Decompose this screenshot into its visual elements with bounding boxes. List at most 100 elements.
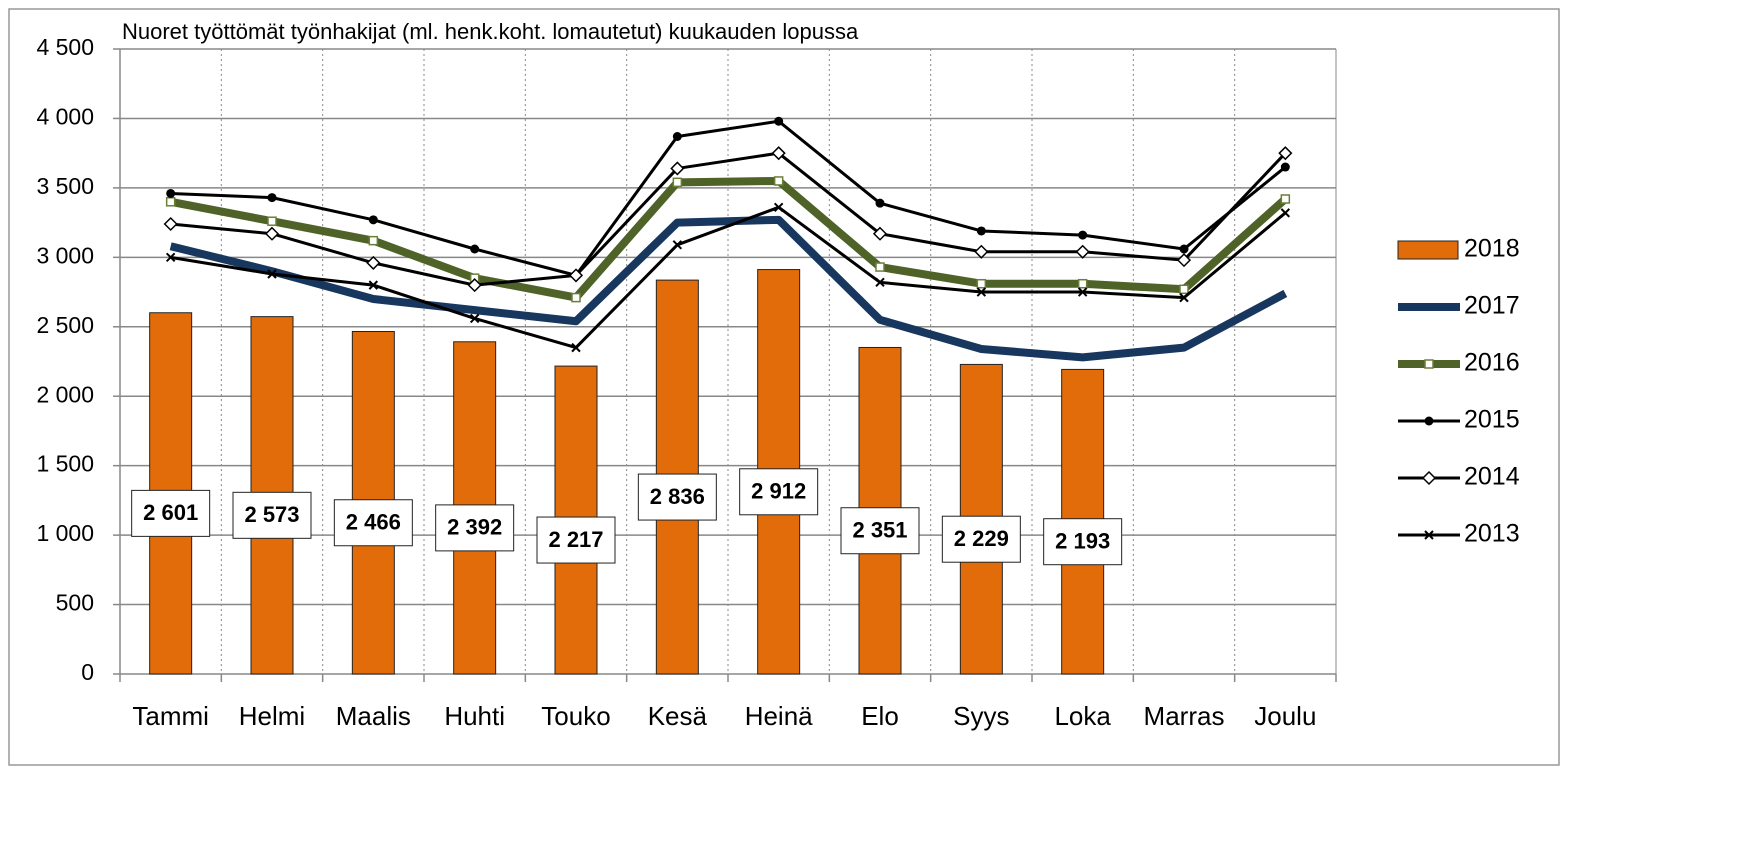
data-label: 2 466 [346, 510, 401, 535]
point [1280, 162, 1290, 172]
line [170, 151, 1287, 287]
point [773, 202, 784, 213]
legend-marker [1421, 470, 1437, 486]
point [1077, 287, 1088, 297]
legend-label: 2015 [1464, 406, 1520, 434]
point [368, 235, 379, 246]
x-tick-label: Syys [953, 701, 1009, 731]
point [774, 116, 784, 126]
point [672, 132, 682, 141]
data-label-box [435, 504, 515, 552]
y-tick-label: 2 000 [36, 381, 94, 407]
x-tick-label: Marras [1144, 701, 1225, 731]
x-tick-label: Joulu [1254, 701, 1316, 731]
series-2015-group [166, 116, 1290, 280]
point [366, 255, 381, 270]
y-tick-label: 1 000 [36, 520, 94, 546]
point [1075, 244, 1090, 259]
data-label-box [941, 515, 1021, 563]
point [976, 226, 986, 236]
y-tick-label: 2 500 [36, 312, 94, 338]
data-label-box [536, 516, 616, 564]
series-2013-group [165, 202, 1291, 353]
x-tick-label: Kesä [648, 701, 708, 731]
point [568, 268, 584, 283]
point [368, 280, 379, 290]
line [169, 215, 1288, 362]
point [163, 216, 178, 232]
data-label-box [739, 468, 819, 516]
line [170, 205, 1287, 350]
data-label: 2 573 [244, 502, 299, 527]
point [976, 287, 987, 297]
y-tick-label: 0 [81, 659, 94, 685]
y-tick-label: 3 000 [36, 242, 94, 268]
y-tick-label: 3 500 [36, 173, 94, 199]
y-tick-label: 4 500 [36, 34, 94, 60]
point [1179, 284, 1189, 295]
point [1078, 230, 1088, 240]
point [571, 342, 581, 353]
point [875, 198, 885, 208]
point [1280, 194, 1291, 204]
x-tick-label: Elo [861, 701, 899, 731]
point [974, 244, 989, 259]
data-label-box [232, 491, 312, 539]
point [1179, 244, 1189, 254]
point [166, 188, 176, 198]
x-tick-label: Maalis [336, 701, 411, 731]
point [571, 292, 581, 303]
data-label: 2 912 [751, 479, 806, 504]
data-label: 2 217 [548, 527, 603, 552]
point [1077, 278, 1088, 289]
point [771, 146, 786, 161]
data-label-box [333, 499, 413, 547]
point [672, 240, 683, 250]
data-label-box [131, 489, 211, 537]
point [264, 226, 280, 241]
series-2014-group [163, 146, 1293, 293]
legend-label: 2016 [1464, 349, 1520, 377]
point [670, 161, 685, 176]
point [875, 277, 885, 288]
point [1278, 146, 1293, 161]
x-tick-label: Touko [541, 701, 610, 731]
data-label: 2 836 [650, 484, 705, 509]
y-tick-label: 1 500 [36, 451, 94, 477]
data-label: 2 392 [447, 515, 502, 540]
point [976, 278, 987, 289]
legend-label: 2017 [1464, 292, 1520, 320]
point [165, 252, 176, 263]
legend-label: 2014 [1464, 463, 1520, 491]
data-label: 2 193 [1055, 529, 1110, 554]
point [368, 215, 378, 225]
x-tick-label: Helmi [239, 701, 305, 731]
data-label: 2 601 [143, 500, 198, 525]
point [773, 176, 784, 186]
legend-marker [1424, 359, 1434, 369]
point [1179, 292, 1189, 303]
data-label-box [637, 473, 717, 521]
point [267, 216, 277, 226]
x-tick-label: Tammi [132, 701, 209, 731]
x-tick-label: Huhti [444, 701, 505, 731]
legend-marker [1424, 530, 1434, 540]
point [165, 197, 176, 207]
series-2017-group [169, 215, 1288, 362]
point [469, 313, 480, 324]
point [267, 193, 277, 203]
legend-swatch [1397, 240, 1459, 260]
point [672, 177, 683, 188]
x-tick-label: Loka [1054, 701, 1111, 731]
chart-title: Nuoret työttömät työnhakijat (ml. henk.k… [122, 19, 859, 44]
legend-label: 2013 [1464, 520, 1520, 548]
legend-marker [1424, 416, 1434, 426]
point [1176, 253, 1192, 268]
y-tick-label: 500 [56, 590, 94, 616]
line [170, 119, 1287, 277]
point [872, 226, 888, 241]
y-tick-label: 4 000 [36, 104, 94, 130]
point [267, 269, 277, 279]
point [467, 278, 482, 293]
